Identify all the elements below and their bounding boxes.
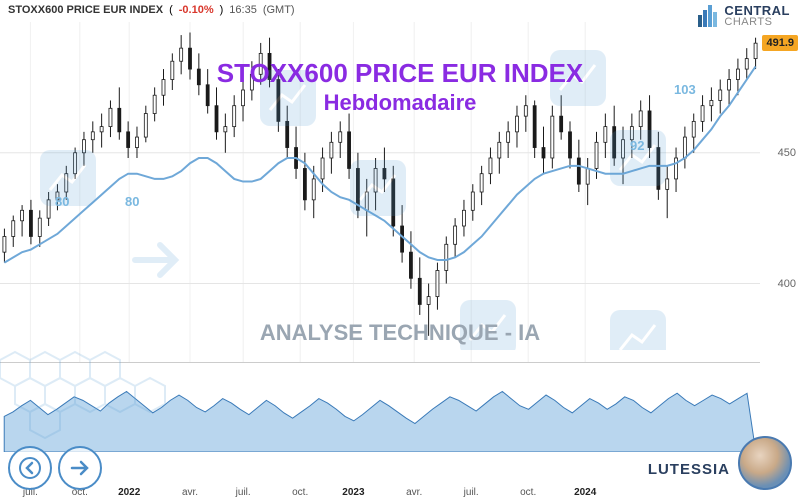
x-tick-label: avr. <box>182 487 198 498</box>
x-tick-label: 2022 <box>118 487 140 498</box>
y-tick-label: 400 <box>778 278 796 290</box>
open-paren: ( <box>169 4 173 16</box>
x-tick-label: oct. <box>520 487 536 498</box>
x-tick-label: oct. <box>292 487 308 498</box>
last-price-tag: 491.9 <box>762 35 798 51</box>
oscillator-chart[interactable] <box>0 362 760 452</box>
change-pct: -0.10% <box>179 4 214 16</box>
nav-controls <box>8 446 102 490</box>
x-tick-label: avr. <box>406 487 422 498</box>
logo-icon <box>698 5 718 27</box>
central-charts-logo: CENTRAL CHARTS <box>698 4 790 28</box>
close-paren: ) <box>220 4 224 16</box>
x-tick-label: juil. <box>236 487 251 498</box>
annotation-number: 80 <box>125 194 139 209</box>
annotation-number: 103 <box>674 82 696 97</box>
price-chart[interactable] <box>0 22 760 362</box>
nav-forward-button[interactable] <box>58 446 102 490</box>
lutessia-brand: LUTESSIA <box>648 461 730 478</box>
x-axis: juil.oct.2022avr.juil.oct.2023avr.juil.o… <box>0 480 760 500</box>
y-axis: 400 450 491.9 <box>760 22 800 362</box>
logo-line2: CHARTS <box>724 17 790 28</box>
x-tick-label: 2023 <box>342 487 364 498</box>
annotation-number: 80 <box>55 194 69 209</box>
instrument-name: STOXX600 PRICE EUR INDEX <box>8 4 163 16</box>
chart-header: STOXX600 PRICE EUR INDEX (-0.10%) 16:35 … <box>8 4 295 16</box>
timestamp: 16:35 <box>229 4 257 16</box>
x-tick-label: juil. <box>464 487 479 498</box>
avatar-icon[interactable] <box>738 436 792 490</box>
x-tick-label: 2024 <box>574 487 596 498</box>
timezone: (GMT) <box>263 4 295 16</box>
y-tick-label: 450 <box>778 147 796 159</box>
annotation-number: 92 <box>630 138 644 153</box>
nav-back-button[interactable] <box>8 446 52 490</box>
